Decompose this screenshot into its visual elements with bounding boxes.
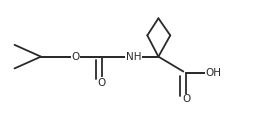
Text: OH: OH [206, 68, 222, 78]
Text: O: O [97, 78, 106, 88]
Text: NH: NH [126, 52, 141, 62]
Text: O: O [182, 94, 190, 104]
Text: O: O [71, 52, 79, 62]
